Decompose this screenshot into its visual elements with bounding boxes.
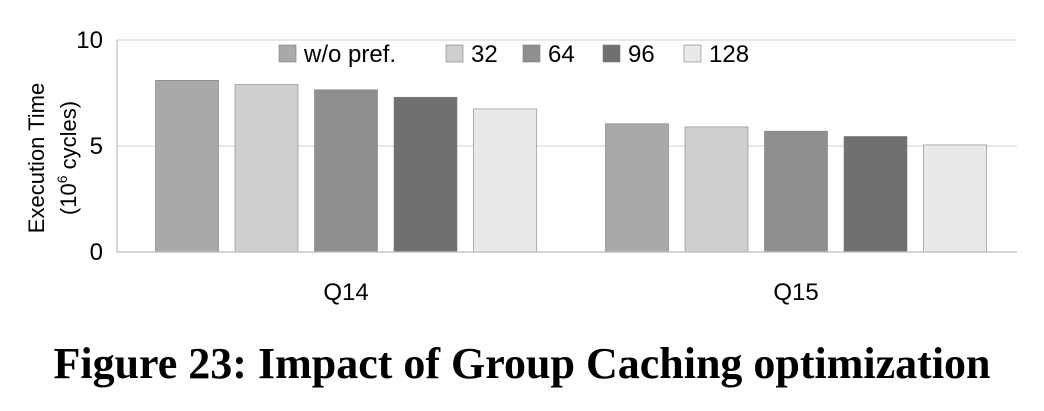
bars: [155, 79, 987, 253]
y-axis-title-prefix: (10: [56, 183, 81, 215]
legend-label: w/o pref.: [303, 41, 396, 68]
y-tick-label: 5: [90, 133, 103, 160]
y-axis-title-suffix: cycles): [56, 101, 81, 176]
y-axis-title-superscript: 6: [54, 175, 70, 183]
legend-swatch: [278, 44, 297, 63]
bar-q14-series-1: [155, 79, 219, 253]
category-labels: Q14 Q15: [323, 279, 818, 306]
legend-swatch: [602, 44, 621, 63]
bar-q15-series-5: [923, 144, 987, 253]
figure-caption: Figure 23: Impact of Group Caching optim…: [53, 339, 991, 388]
axes: [116, 40, 1017, 253]
legend-swatch: [522, 44, 541, 63]
y-axis-title-line1: Execution Time: [24, 83, 49, 233]
y-axis-title-line2: (106 cycles): [54, 101, 81, 215]
legend-label: 64: [548, 41, 575, 68]
legend-label: 96: [628, 41, 655, 68]
bar-q14-series-5: [473, 108, 537, 253]
bar-q14-series-3: [314, 89, 378, 253]
category-label: Q15: [773, 279, 818, 306]
bar-chart: 0 5 10 Q14 Q15 w/o pref. 32 64 96 128 Execution…: [24, 27, 1017, 306]
bar-q15-series-3: [764, 130, 828, 253]
bar-q14-series-4: [393, 96, 458, 253]
bar-q15-series-1: [605, 123, 669, 253]
bar-q15-series-2: [684, 126, 749, 253]
legend: w/o pref. 32 64 96 128: [278, 41, 749, 68]
y-tick-labels: 0 5 10: [76, 27, 103, 266]
y-tick-label: 10: [76, 27, 103, 54]
legend-swatch: [445, 44, 464, 63]
category-label: Q14: [323, 279, 368, 306]
bar-q14-series-2: [234, 84, 299, 253]
y-tick-label: 0: [90, 239, 103, 266]
legend-label: 32: [471, 41, 498, 68]
bar-q15-series-4: [843, 136, 908, 253]
legend-swatch: [683, 44, 702, 63]
legend-label: 128: [709, 41, 749, 68]
